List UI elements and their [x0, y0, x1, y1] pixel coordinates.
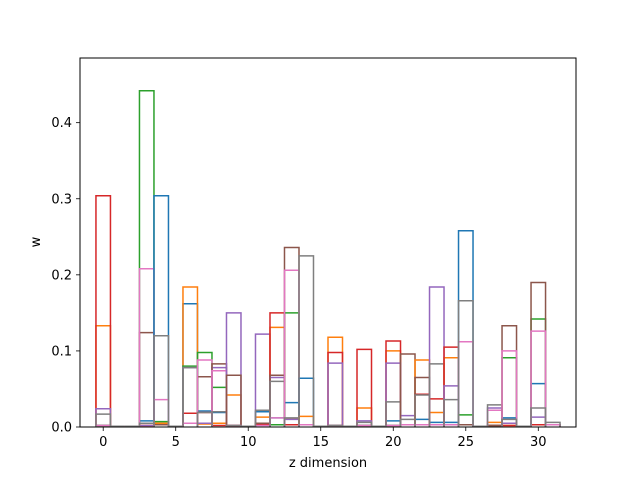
bar-series-6-bin-9	[225, 374, 242, 427]
bar-series-5-bin-16	[327, 362, 344, 427]
y-axis-label: w	[29, 236, 44, 247]
plot-frame	[79, 57, 577, 428]
bar-series-7-bin-30	[530, 330, 547, 427]
bar-series-8-bin-14	[298, 255, 315, 427]
bar-series-8-bin-0	[95, 413, 112, 427]
y-tick-label: 0.4	[51, 116, 72, 131]
y-tick-label: 0.3	[51, 192, 72, 207]
bar-series-4-bin-18	[356, 348, 373, 427]
bar-series-8-bin-28	[501, 418, 518, 427]
bar-series-8-bin-4	[153, 334, 170, 427]
bar-series-8-bin-25	[457, 299, 474, 427]
x-axis-label: z dimension	[289, 456, 367, 471]
x-tick-label: 30	[530, 435, 547, 450]
bar-series-7-bin-28	[501, 350, 518, 427]
x-tick-label: 20	[385, 435, 402, 450]
bar-series-5-bin-9	[225, 312, 242, 427]
y-axis-ticks: 0.0 0.1 0.2 0.3 0.4	[51, 116, 80, 436]
x-axis-ticks: 0 5 10 15 20 25 30	[99, 427, 547, 450]
bar-series-1-bin-4	[153, 194, 170, 427]
bar-series-8-bin-30	[530, 407, 547, 427]
x-tick-label: 15	[312, 435, 329, 450]
x-tick-label: 0	[99, 435, 107, 450]
bar-series-8-bin-18	[356, 421, 373, 427]
y-tick-label: 0.2	[51, 268, 72, 283]
y-tick-label: 0.1	[51, 344, 72, 359]
x-tick-label: 5	[172, 435, 180, 450]
x-tick-label: 25	[458, 435, 475, 450]
bar-series-8-bin-31	[544, 421, 561, 427]
histogram-bars	[95, 89, 561, 427]
x-tick-label: 10	[240, 435, 257, 450]
bar-series-4-bin-0	[95, 194, 112, 427]
y-tick-label: 0.0	[51, 421, 72, 436]
